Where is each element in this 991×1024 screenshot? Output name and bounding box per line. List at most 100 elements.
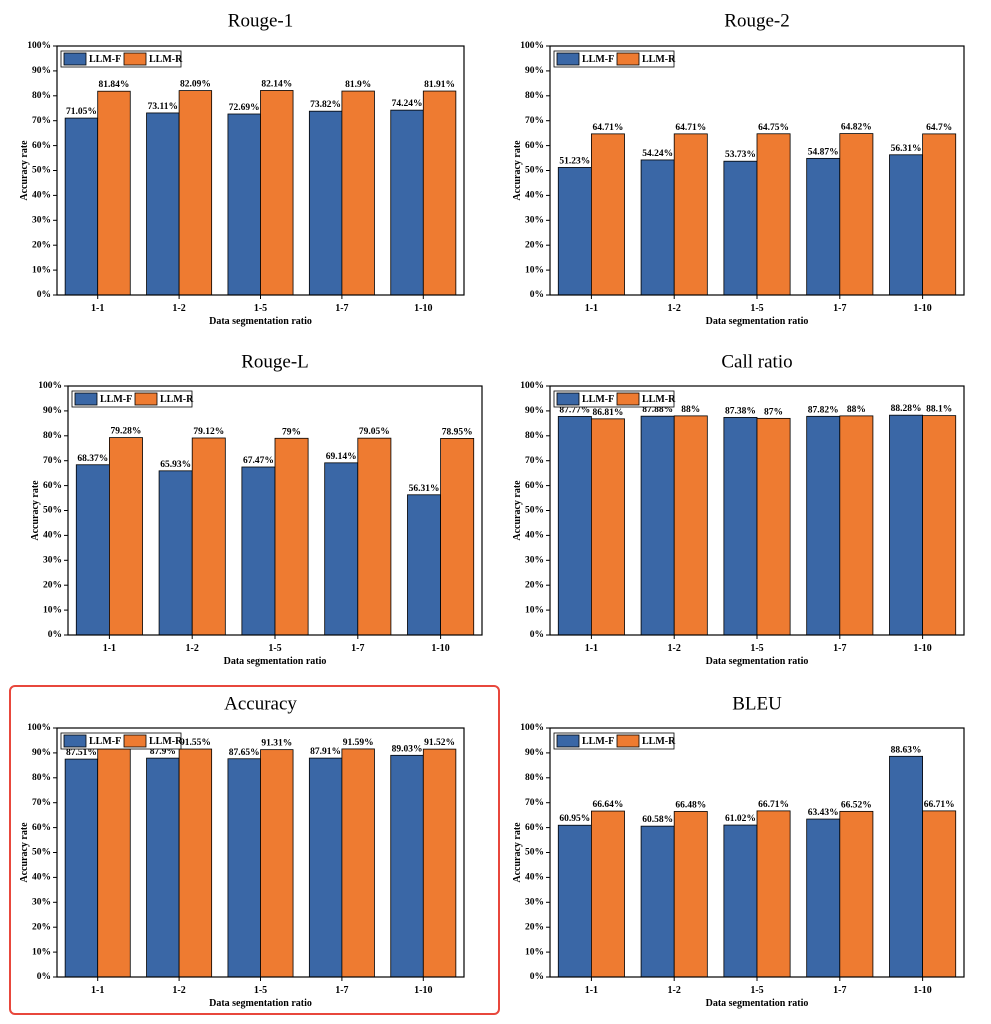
y-tick-label: 40% [32, 191, 51, 201]
bar-llm-f-1-7 [806, 818, 841, 978]
legend-swatch-llm-r [616, 392, 640, 406]
x-tick-label: 1-10 [913, 985, 931, 996]
y-tick-label: 100% [27, 723, 51, 733]
bar-llm-r-1-1 [97, 90, 131, 296]
bar-llm-r-1-1 [97, 748, 131, 978]
y-tick-label: 100% [520, 723, 544, 733]
bar-llm-f-1-10 [889, 154, 923, 296]
bar-llm-r-1-10 [922, 810, 957, 978]
x-tick-label: 1-10 [913, 303, 931, 314]
chart-panel-2: Rouge-L 68.37% 79.28% 1-1 65.93% 79.12% 1-2 67.… [30, 351, 483, 667]
data-label: 91.52% [424, 738, 455, 748]
data-label: 88% [681, 405, 700, 415]
y-tick-label: 80% [525, 773, 544, 783]
x-tick-label: 1-7 [833, 303, 846, 314]
bar-llm-f-1-1 [64, 117, 99, 296]
legend-box [60, 50, 182, 68]
legend-box [553, 732, 675, 750]
bar-llm-r-1-2 [673, 415, 708, 636]
y-tick-label: 50% [43, 506, 62, 516]
y-tick-label: 10% [32, 947, 51, 957]
data-label: 68.37% [77, 454, 108, 464]
chart-title: Accuracy [224, 693, 297, 714]
legend-label-llm-f: LLM-F [89, 54, 121, 65]
y-tick-label: 0% [530, 972, 544, 982]
bar-llm-r-1-7 [839, 133, 874, 296]
bar-llm-f-1-7 [308, 757, 343, 978]
x-tick-label: 1-7 [833, 643, 846, 654]
y-axis-label: Accuracy rate [19, 140, 30, 201]
bar-llm-r-1-2 [178, 90, 213, 296]
bar-llm-f-1-5 [241, 466, 276, 636]
y-tick-label: 30% [525, 555, 544, 565]
legend-label-llm-r: LLM-R [149, 54, 183, 65]
data-label: 81.91% [424, 80, 455, 90]
y-tick-label: 90% [525, 406, 544, 416]
bar-llm-r-1-5 [756, 810, 791, 978]
y-tick-label: 80% [525, 431, 544, 441]
data-label: 81.84% [99, 80, 130, 90]
data-label: 89.03% [392, 744, 423, 754]
y-tick-label: 40% [525, 191, 544, 201]
x-axis-label: Data segmentation ratio [224, 656, 327, 667]
y-tick-label: 90% [43, 406, 62, 416]
y-tick-label: 70% [32, 116, 51, 126]
chart-panel-5: BLEU 60.95%66.64% 1-1 60.58%66.48% 1-2 61.02%… [512, 693, 965, 1009]
bar-llm-r-1-7 [341, 90, 375, 296]
y-axis-label: Accuracy rate [512, 480, 523, 541]
y-tick-label: 10% [525, 605, 544, 615]
y-tick-label: 70% [525, 456, 544, 466]
legend-box [60, 732, 182, 750]
bar-llm-f-1-1 [75, 464, 110, 636]
x-tick-label: 1-10 [414, 985, 432, 996]
data-label: 91.55% [180, 738, 211, 748]
y-tick-label: 20% [525, 922, 544, 932]
bar-llm-f-1-1 [557, 416, 592, 636]
legend-label-llm-r: LLM-R [642, 54, 676, 65]
data-label: 87.38% [725, 406, 756, 416]
y-tick-label: 100% [520, 41, 544, 51]
x-tick-label: 1-2 [668, 303, 681, 314]
bar-llm-r-1-7 [357, 437, 392, 636]
data-label: 79.28% [111, 427, 142, 437]
x-tick-label: 1-10 [431, 643, 449, 654]
x-tick-label: 1-5 [254, 303, 267, 314]
x-tick-label: 1-2 [668, 643, 681, 654]
legend-box [71, 390, 193, 408]
y-axis-label: Accuracy rate [512, 140, 523, 201]
data-label: 60.58% [642, 815, 673, 825]
data-label: 54.24% [642, 149, 673, 159]
x-tick-label: 1-2 [186, 643, 199, 654]
legend-box [553, 50, 675, 68]
y-tick-label: 80% [32, 773, 51, 783]
bar-llm-f-1-1 [557, 824, 592, 978]
x-tick-label: 1-5 [254, 985, 267, 996]
x-tick-label: 1-10 [414, 303, 432, 314]
chart-panel-3: Call ratio 87.77% 86.81% 1-1 87.88% 88% 1-2 87.… [512, 351, 965, 667]
legend-label-llm-r: LLM-R [642, 394, 676, 405]
y-tick-label: 100% [38, 381, 62, 391]
data-label: 72.69% [229, 103, 260, 113]
y-tick-label: 50% [525, 848, 544, 858]
bar-llm-r-1-10 [922, 415, 957, 636]
bar-llm-f-1-5 [227, 758, 261, 978]
y-tick-label: 20% [525, 240, 544, 250]
bar-llm-r-1-10 [922, 133, 957, 296]
legend-swatch-llm-f [63, 52, 87, 66]
data-label: 64.71% [675, 123, 706, 133]
data-label: 53.73% [725, 150, 756, 160]
bar-llm-r-1-5 [756, 133, 791, 296]
legend-label-llm-r: LLM-R [149, 736, 183, 747]
y-tick-label: 40% [525, 873, 544, 883]
bar-llm-r-1-10 [422, 748, 457, 978]
y-tick-label: 50% [32, 166, 51, 176]
y-tick-label: 70% [43, 456, 62, 466]
bar-llm-f-1-2 [640, 159, 675, 296]
x-tick-label: 1-1 [585, 303, 598, 314]
data-label: 51.23% [559, 156, 590, 166]
data-label: 73.11% [148, 102, 178, 112]
bar-llm-r-1-7 [341, 748, 375, 978]
y-tick-label: 60% [525, 481, 544, 491]
y-tick-label: 10% [525, 265, 544, 275]
bar-llm-f-1-2 [640, 825, 675, 978]
